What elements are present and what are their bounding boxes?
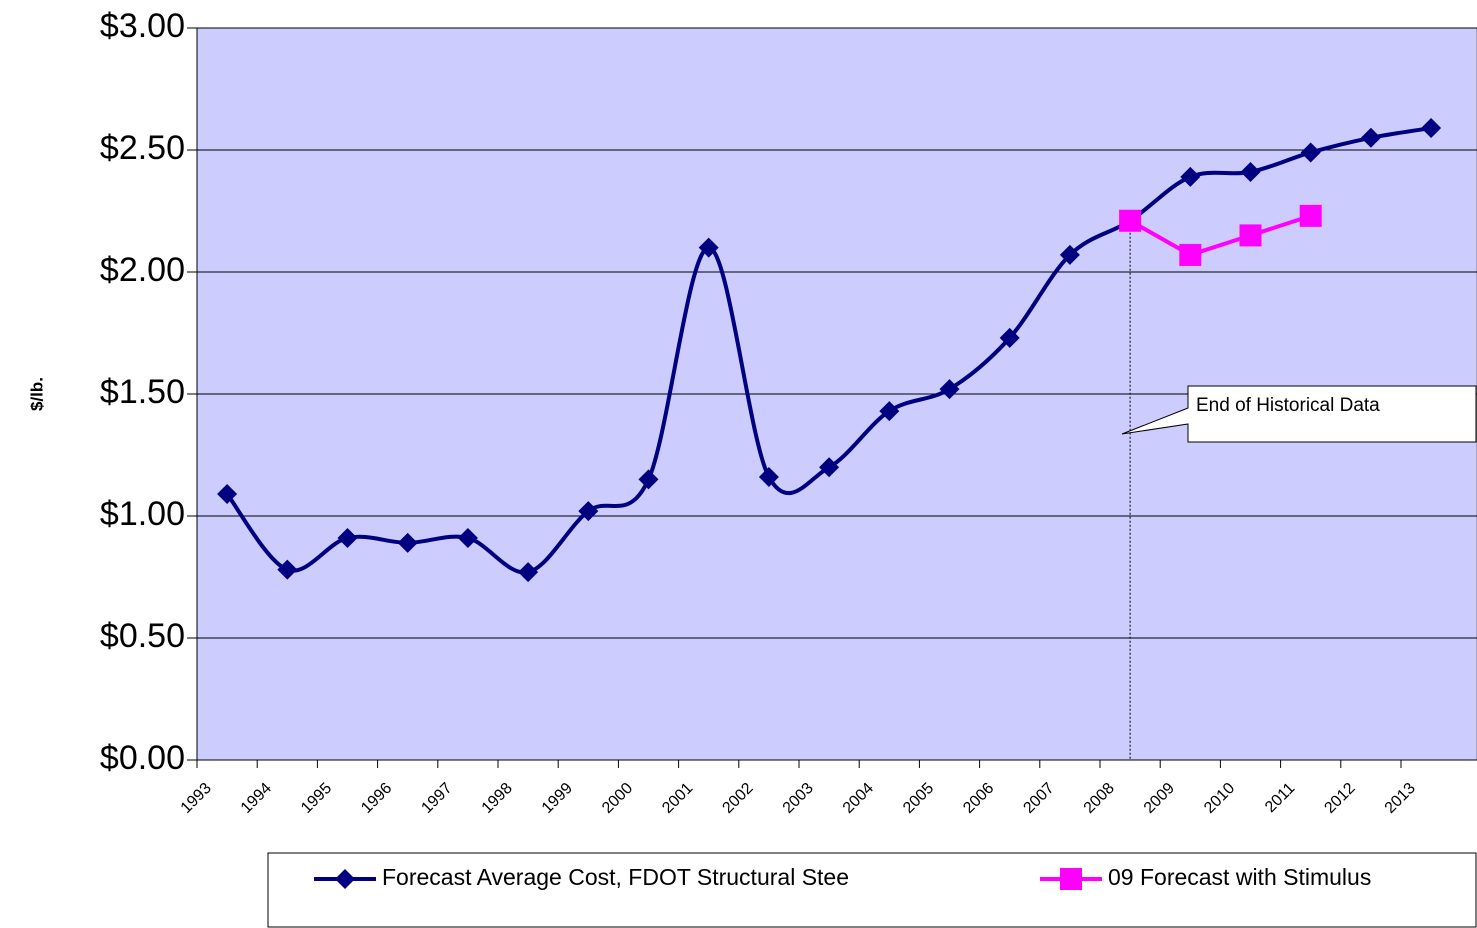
- y-tick-label: $2.50: [100, 129, 185, 167]
- marker: [1360, 127, 1381, 148]
- y-tick-label: $0.50: [100, 617, 185, 655]
- x-tick-label: 2001: [659, 780, 696, 817]
- legend-item: Forecast Average Cost, FDOT Structural S…: [314, 864, 849, 890]
- marker: [819, 457, 840, 478]
- x-tick-label: 1996: [358, 780, 395, 817]
- y-tick-label: $2.00: [100, 251, 185, 289]
- x-tick-label: 2013: [1382, 780, 1419, 817]
- y-tick-label: $0.00: [100, 739, 185, 777]
- y-axis-label: $/lb.: [27, 377, 46, 411]
- y-tick-label: $1.50: [100, 373, 185, 411]
- x-tick-label: 2012: [1321, 780, 1358, 817]
- marker: [1180, 166, 1201, 187]
- x-tick-label: 2011: [1262, 780, 1298, 816]
- marker: [758, 466, 779, 487]
- x-tick-label: 2008: [1081, 780, 1118, 817]
- marker: [277, 559, 298, 580]
- legend: [267, 852, 1477, 928]
- x-tick-label: 2004: [840, 780, 877, 817]
- marker: [1119, 209, 1142, 232]
- marker: [879, 401, 900, 422]
- marker: [1300, 142, 1321, 163]
- marker: [1239, 224, 1262, 247]
- y-tick-label: $3.00: [100, 7, 185, 45]
- x-tick-label: 1998: [479, 780, 516, 817]
- x-tick-label: 1993: [178, 780, 215, 817]
- marker: [518, 562, 539, 583]
- x-tick-label: 1999: [539, 780, 576, 817]
- x-tick-label: 2006: [960, 780, 997, 817]
- marker: [217, 484, 238, 505]
- marker: [999, 327, 1020, 348]
- x-tick-label: 2005: [900, 780, 937, 817]
- marker: [939, 379, 960, 400]
- legend-label: 09 Forecast with Stimulus: [1108, 864, 1371, 890]
- marker: [1421, 118, 1442, 139]
- marker: [1240, 161, 1261, 182]
- x-tick-label: 2000: [599, 780, 636, 817]
- marker: [698, 237, 719, 258]
- marker: [1060, 868, 1082, 890]
- marker: [397, 532, 418, 553]
- x-tick-label: 1997: [418, 780, 455, 817]
- series-line: [1129, 213, 1312, 258]
- x-tick-label: 2009: [1141, 780, 1178, 817]
- marker: [638, 469, 659, 490]
- x-tick-label: 2010: [1201, 780, 1238, 817]
- legend-label: Forecast Average Cost, FDOT Structural S…: [382, 864, 849, 890]
- marker: [337, 527, 358, 548]
- y-tick-label: $1.00: [100, 495, 185, 533]
- x-tick-label: 2002: [719, 780, 756, 817]
- x-tick-label: 1994: [238, 780, 275, 817]
- marker: [1179, 243, 1202, 266]
- marker: [1299, 204, 1322, 227]
- marker: [335, 869, 355, 889]
- marker: [1059, 244, 1080, 265]
- legend-item: 09 Forecast with Stimulus: [1040, 864, 1371, 890]
- x-tick-label: 1995: [298, 780, 335, 817]
- marker: [457, 527, 478, 548]
- x-tick-label: 2007: [1020, 780, 1057, 817]
- x-tick-label: 2003: [780, 780, 817, 817]
- annotation-callout: [1121, 385, 1477, 443]
- marker: [578, 501, 599, 522]
- annotation-text: End of Historical Data: [1196, 395, 1380, 416]
